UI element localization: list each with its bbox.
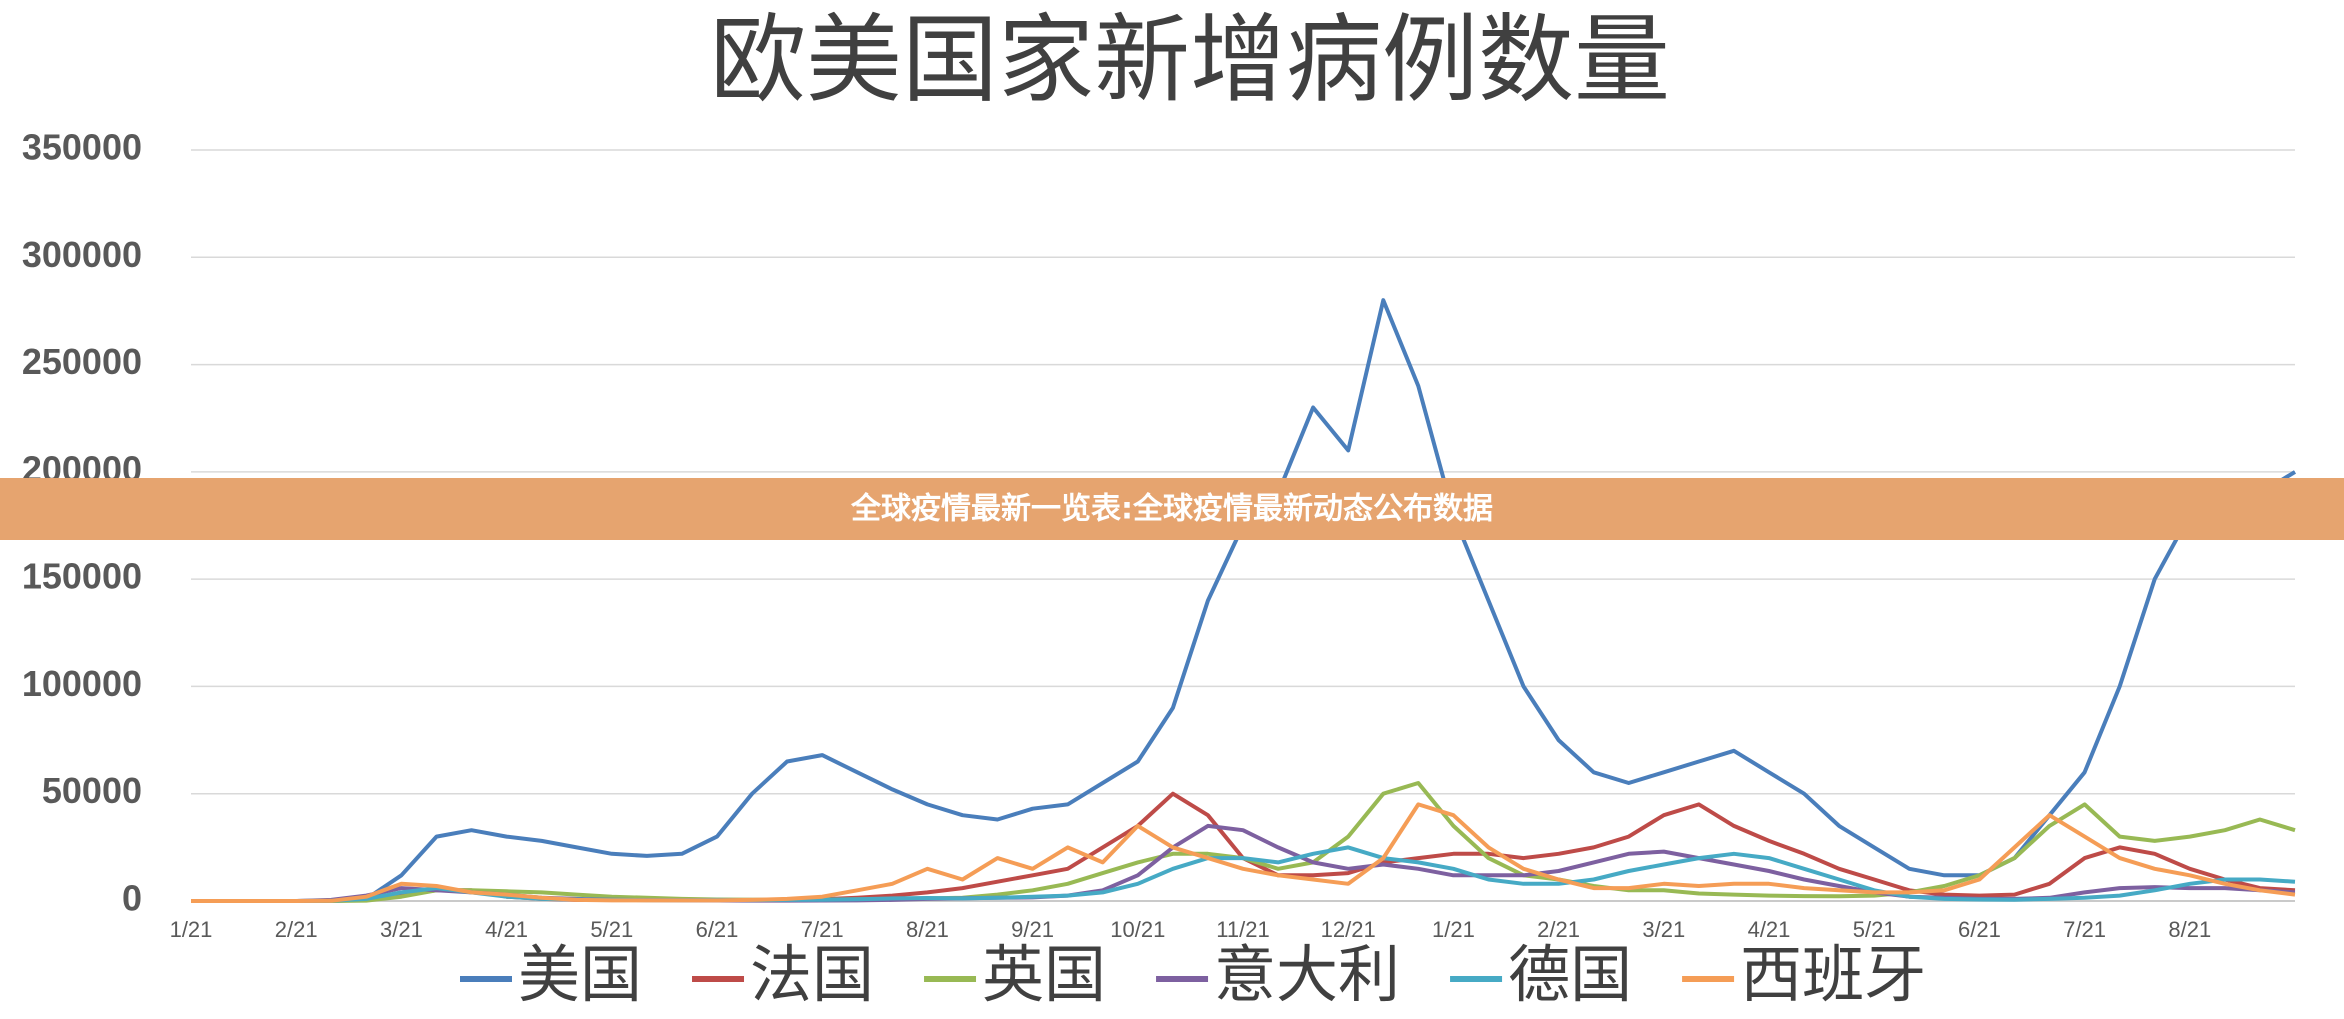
x-tick-label: 7/21 [2063,917,2106,942]
legend-label: 西班牙 [1740,938,1926,1011]
x-tick-label: 5/21 [1853,917,1896,942]
x-tick-label: 7/21 [801,917,844,942]
x-tick-label: 3/21 [1642,917,1685,942]
y-tick-label: 250000 [22,341,142,382]
x-tick-label: 3/21 [380,917,423,942]
series-line [191,802,2296,903]
x-tick-label: 6/21 [696,917,739,942]
legend-label: 英国 [982,938,1106,1011]
legend-label: 德国 [1508,938,1632,1011]
x-tick-label: 6/21 [1958,917,2001,942]
x-tick-label: 11/21 [1216,917,1269,942]
legend-label: 美国 [518,938,642,1011]
x-tick-label: 4/21 [485,917,528,942]
y-tick-label: 300000 [22,234,142,275]
series-line [191,791,2296,903]
x-tick-label: 2/21 [275,917,318,942]
x-tick-label: 12/21 [1321,917,1376,942]
y-tick-label: 0 [122,878,142,919]
y-tick-label: 350000 [22,127,142,168]
legend: 美国 法国 英国 意大利 德国 西班牙 [460,938,1926,1011]
x-tick-label: 1/21 [170,917,213,942]
x-tick-label: 5/21 [590,917,633,942]
x-tick-label: 8/21 [2168,917,2211,942]
overlay-text: 全球疫情最新一览表:全球疫情最新动态公布数据 [850,492,1493,527]
x-tick-label: 2/21 [1537,917,1580,942]
series-line [191,781,2296,903]
y-tick-label: 100000 [22,663,142,704]
legend-label: 法国 [750,938,874,1011]
y-tick-label: 50000 [42,770,142,811]
x-tick-label: 1/21 [1432,917,1475,942]
y-tick-label: 150000 [22,556,142,597]
legend-label: 意大利 [1214,938,1400,1011]
x-tick-label: 10/21 [1110,917,1165,942]
series-line [191,298,2297,903]
chart-title: 欧美国家新增病例数量 [710,4,1670,116]
x-tick-label: 9/21 [1011,917,1054,942]
overlay-banner [0,478,2344,540]
x-tick-label: 8/21 [906,917,949,942]
x-tick-label: 4/21 [1748,917,1791,942]
